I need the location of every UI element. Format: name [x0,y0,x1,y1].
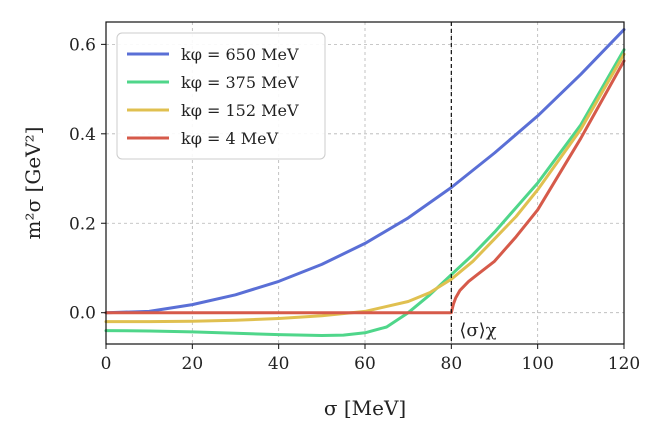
x-axis-label: σ [MeV] [324,396,406,420]
y-axis-label: m²σ [GeV²] [21,127,45,240]
y-tick-label-3: 0.6 [69,35,96,55]
series-line-1 [104,48,626,337]
x-tick-label-4: 80 [441,354,463,374]
x-tick-label-5: 100 [521,354,553,374]
x-tick-label-6: 120 [608,354,640,374]
x-tick-label-1: 20 [182,354,204,374]
x-tick-label-2: 40 [268,354,290,374]
series-line-3 [104,59,626,315]
y-tick-label-0: 0.0 [69,304,96,324]
x-tick-label-3: 60 [354,354,376,374]
series-line-2 [104,52,626,324]
legend-label-3: kφ = 4 MeV [181,129,279,148]
x-axis-ticks: 0 20 40 60 80 100 120 [101,344,640,374]
y-tick-label-2: 0.4 [69,125,96,145]
x-tick-label-0: 0 [101,354,112,374]
legend-label-1: kφ = 375 MeV [181,73,299,92]
y-tick-label-1: 0.2 [69,214,96,234]
y-axis-ticks: 0.0 0.2 0.4 0.6 [69,35,106,324]
legend-label-0: kφ = 650 MeV [181,45,299,64]
series-line-0 [104,28,626,315]
series-lines [104,28,626,337]
vline-annotation: ⟨σ⟩χ [459,320,496,341]
legend-box [116,32,326,160]
legend-label-2: kφ = 152 MeV [181,101,299,120]
legend: kφ = 650 MeV kφ = 375 MeV kφ = 152 MeV kφ =… [116,32,326,160]
